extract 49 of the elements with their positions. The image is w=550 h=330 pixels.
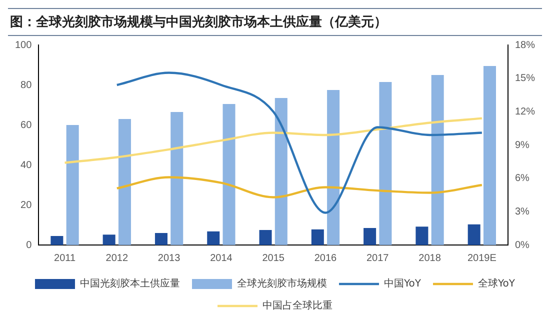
line-series [116,176,484,198]
y-tick-label: 60 [20,120,32,131]
bar [431,75,444,245]
y-tick-label: 0 [26,240,32,251]
line-series [64,117,484,164]
x-tick-label: 2016 [314,252,338,264]
bar [259,230,272,245]
bar [483,66,496,245]
y-tick-label: 40 [20,160,32,171]
x-tick-label: 2019E [467,252,497,264]
bar [102,234,116,245]
legend-label: 中国光刻胶本土供应量 [80,278,180,290]
bar [379,82,392,245]
line-series [116,72,484,214]
bar [311,229,324,245]
y-tick-label: 100 [14,40,32,51]
chart-title: 图：全球光刻胶市场规模与中国光刻胶市场本土供应量（亿美元） [8,8,542,36]
bar [327,90,340,245]
x-tick-label: 2012 [106,252,128,264]
y2-tick-label: 0% [514,240,530,251]
bar [416,226,428,245]
y2-tick-label: 3% [514,206,530,218]
y-tick-label: 80 [20,80,32,91]
bar [207,231,220,245]
bar [170,112,184,245]
y-tick-label: 20 [20,200,32,211]
bar [118,119,131,245]
x-tick-label: 2018 [418,252,442,264]
bar [364,228,376,245]
bar [222,104,236,245]
bar [50,236,64,245]
y2-tick-label: 12% [514,106,536,118]
y2-tick-label: 18% [514,40,536,51]
y2-tick-label: 6% [514,173,530,184]
x-tick-label: 2011 [54,252,76,264]
x-tick-label: 2013 [158,252,181,264]
legend-label: 中国YoY [384,278,422,290]
bar [154,233,168,245]
x-tick-label: 2017 [366,252,390,264]
y2-tick-label: 15% [514,73,536,84]
bar [468,224,480,245]
x-tick-label: 2015 [262,252,285,264]
legend-label: 全球YoY [478,278,516,290]
bar [274,98,288,245]
y2-tick-label: 9% [514,140,530,151]
x-tick-label: 2014 [210,252,233,264]
legend-label: 中国占全球比重 [262,300,332,312]
legend-label: 全球光刻胶市场规模 [236,278,327,290]
bar [66,125,79,245]
